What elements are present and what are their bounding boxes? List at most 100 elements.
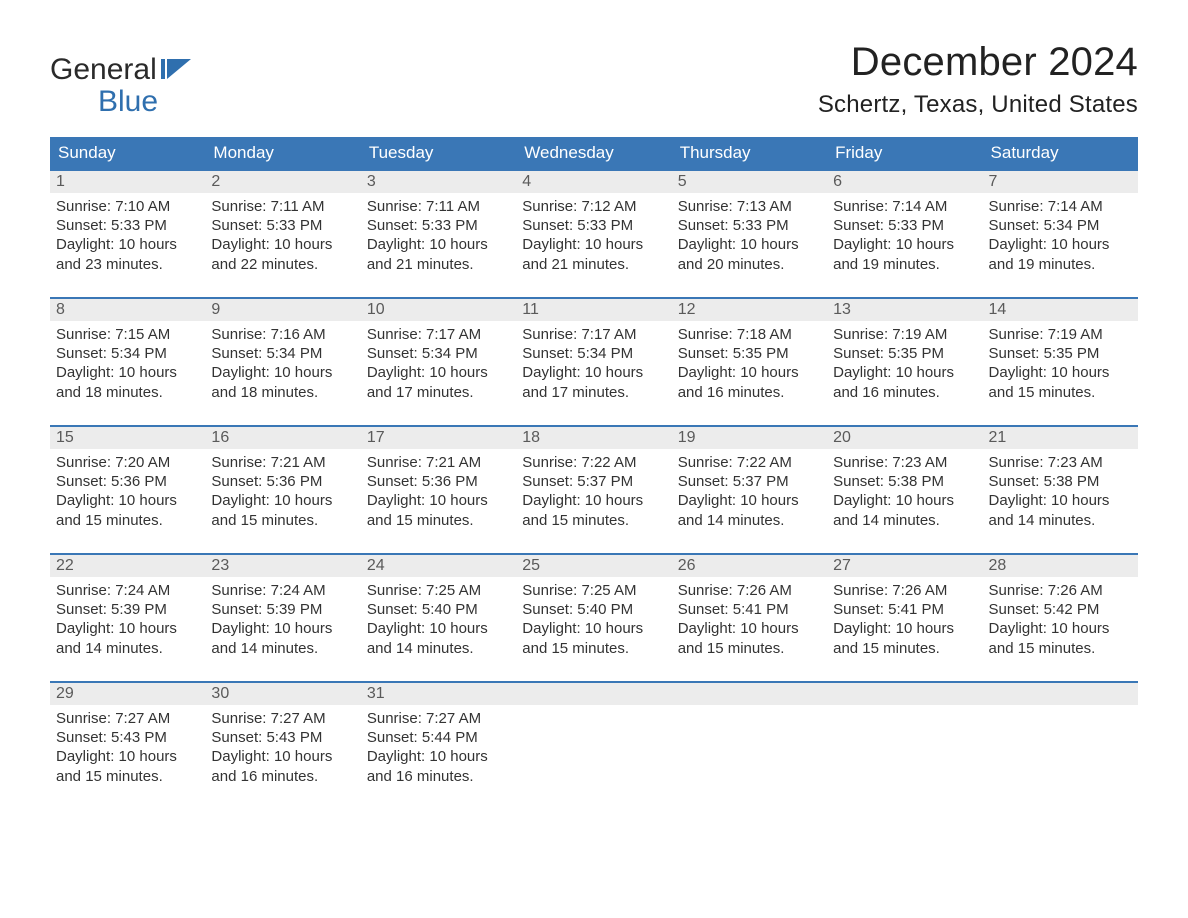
sunset-text: Sunset: 5:33 PM (678, 216, 821, 235)
sunset-text: Sunset: 5:39 PM (56, 600, 199, 619)
day-body: Sunrise: 7:23 AMSunset: 5:38 PMDaylight:… (983, 449, 1138, 536)
day-number: 25 (516, 555, 671, 577)
day-number: 28 (983, 555, 1138, 577)
calendar-day-cell: 6Sunrise: 7:14 AMSunset: 5:33 PMDaylight… (827, 169, 982, 297)
daylight-line2: and 22 minutes. (211, 255, 354, 274)
day-number: 11 (516, 299, 671, 321)
daylight-line2: and 14 minutes. (367, 639, 510, 658)
daylight-line2: and 14 minutes. (211, 639, 354, 658)
daylight-line2: and 18 minutes. (211, 383, 354, 402)
calendar-day-cell: 24Sunrise: 7:25 AMSunset: 5:40 PMDayligh… (361, 553, 516, 681)
daylight-line2: and 19 minutes. (989, 255, 1132, 274)
sunrise-text: Sunrise: 7:19 AM (989, 325, 1132, 344)
calendar-day-cell: 29Sunrise: 7:27 AMSunset: 5:43 PMDayligh… (50, 681, 205, 809)
col-wednesday: Wednesday (516, 137, 671, 169)
sunrise-text: Sunrise: 7:15 AM (56, 325, 199, 344)
day-body: Sunrise: 7:16 AMSunset: 5:34 PMDaylight:… (205, 321, 360, 408)
calendar-day-cell: 28Sunrise: 7:26 AMSunset: 5:42 PMDayligh… (983, 553, 1138, 681)
daylight-line1: Daylight: 10 hours (367, 619, 510, 638)
location-subtitle: Schertz, Texas, United States (818, 91, 1138, 119)
calendar-body: 1Sunrise: 7:10 AMSunset: 5:33 PMDaylight… (50, 169, 1138, 809)
sunrise-text: Sunrise: 7:25 AM (522, 581, 665, 600)
day-body: Sunrise: 7:25 AMSunset: 5:40 PMDaylight:… (361, 577, 516, 664)
daylight-line1: Daylight: 10 hours (367, 235, 510, 254)
sunset-text: Sunset: 5:34 PM (522, 344, 665, 363)
col-sunday: Sunday (50, 137, 205, 169)
day-body: Sunrise: 7:22 AMSunset: 5:37 PMDaylight:… (516, 449, 671, 536)
daylight-line1: Daylight: 10 hours (56, 491, 199, 510)
sunrise-text: Sunrise: 7:26 AM (678, 581, 821, 600)
sunrise-text: Sunrise: 7:21 AM (367, 453, 510, 472)
sunset-text: Sunset: 5:39 PM (211, 600, 354, 619)
day-body: Sunrise: 7:27 AMSunset: 5:43 PMDaylight:… (205, 705, 360, 792)
calendar-week-row: 29Sunrise: 7:27 AMSunset: 5:43 PMDayligh… (50, 681, 1138, 809)
day-number: 15 (50, 427, 205, 449)
calendar-day-cell: 2Sunrise: 7:11 AMSunset: 5:33 PMDaylight… (205, 169, 360, 297)
daylight-line1: Daylight: 10 hours (522, 491, 665, 510)
sunset-text: Sunset: 5:43 PM (56, 728, 199, 747)
sunrise-text: Sunrise: 7:18 AM (678, 325, 821, 344)
day-body: Sunrise: 7:27 AMSunset: 5:43 PMDaylight:… (50, 705, 205, 792)
daylight-line1: Daylight: 10 hours (678, 363, 821, 382)
sunset-text: Sunset: 5:33 PM (833, 216, 976, 235)
sunset-text: Sunset: 5:44 PM (367, 728, 510, 747)
sunrise-text: Sunrise: 7:27 AM (367, 709, 510, 728)
sunset-text: Sunset: 5:37 PM (522, 472, 665, 491)
calendar-day-cell (983, 681, 1138, 809)
sunrise-text: Sunrise: 7:26 AM (989, 581, 1132, 600)
day-body: Sunrise: 7:21 AMSunset: 5:36 PMDaylight:… (205, 449, 360, 536)
col-saturday: Saturday (983, 137, 1138, 169)
day-body: Sunrise: 7:17 AMSunset: 5:34 PMDaylight:… (361, 321, 516, 408)
sunrise-text: Sunrise: 7:14 AM (989, 197, 1132, 216)
daylight-line2: and 15 minutes. (56, 511, 199, 530)
calendar-day-cell: 15Sunrise: 7:20 AMSunset: 5:36 PMDayligh… (50, 425, 205, 553)
sunrise-text: Sunrise: 7:23 AM (833, 453, 976, 472)
daylight-line2: and 20 minutes. (678, 255, 821, 274)
day-number: 18 (516, 427, 671, 449)
sunrise-text: Sunrise: 7:11 AM (211, 197, 354, 216)
daylight-line1: Daylight: 10 hours (833, 491, 976, 510)
sunset-text: Sunset: 5:37 PM (678, 472, 821, 491)
calendar-day-cell: 21Sunrise: 7:23 AMSunset: 5:38 PMDayligh… (983, 425, 1138, 553)
calendar-day-cell: 11Sunrise: 7:17 AMSunset: 5:34 PMDayligh… (516, 297, 671, 425)
day-body: Sunrise: 7:18 AMSunset: 5:35 PMDaylight:… (672, 321, 827, 408)
daylight-line2: and 15 minutes. (522, 511, 665, 530)
daylight-line1: Daylight: 10 hours (56, 363, 199, 382)
daylight-line2: and 16 minutes. (833, 383, 976, 402)
sunset-text: Sunset: 5:35 PM (678, 344, 821, 363)
daylight-line2: and 15 minutes. (833, 639, 976, 658)
day-body: Sunrise: 7:24 AMSunset: 5:39 PMDaylight:… (50, 577, 205, 664)
daylight-line1: Daylight: 10 hours (211, 619, 354, 638)
daylight-line2: and 17 minutes. (522, 383, 665, 402)
day-number: 7 (983, 171, 1138, 193)
sunrise-text: Sunrise: 7:10 AM (56, 197, 199, 216)
calendar-day-cell: 7Sunrise: 7:14 AMSunset: 5:34 PMDaylight… (983, 169, 1138, 297)
day-body: Sunrise: 7:24 AMSunset: 5:39 PMDaylight:… (205, 577, 360, 664)
sunrise-text: Sunrise: 7:24 AM (56, 581, 199, 600)
calendar-day-cell: 26Sunrise: 7:26 AMSunset: 5:41 PMDayligh… (672, 553, 827, 681)
daylight-line2: and 14 minutes. (833, 511, 976, 530)
daylight-line2: and 16 minutes. (211, 767, 354, 786)
calendar-week-row: 8Sunrise: 7:15 AMSunset: 5:34 PMDaylight… (50, 297, 1138, 425)
daylight-line1: Daylight: 10 hours (678, 619, 821, 638)
daylight-line2: and 18 minutes. (56, 383, 199, 402)
sunset-text: Sunset: 5:41 PM (833, 600, 976, 619)
calendar-day-cell: 13Sunrise: 7:19 AMSunset: 5:35 PMDayligh… (827, 297, 982, 425)
sunset-text: Sunset: 5:36 PM (367, 472, 510, 491)
day-body: Sunrise: 7:27 AMSunset: 5:44 PMDaylight:… (361, 705, 516, 792)
calendar-day-cell: 1Sunrise: 7:10 AMSunset: 5:33 PMDaylight… (50, 169, 205, 297)
col-monday: Monday (205, 137, 360, 169)
daylight-line1: Daylight: 10 hours (833, 363, 976, 382)
day-number: 6 (827, 171, 982, 193)
day-number: 24 (361, 555, 516, 577)
daylight-line2: and 16 minutes. (367, 767, 510, 786)
day-body: Sunrise: 7:12 AMSunset: 5:33 PMDaylight:… (516, 193, 671, 280)
calendar-day-cell: 31Sunrise: 7:27 AMSunset: 5:44 PMDayligh… (361, 681, 516, 809)
daylight-line2: and 16 minutes. (678, 383, 821, 402)
daylight-line1: Daylight: 10 hours (522, 363, 665, 382)
daylight-line2: and 15 minutes. (367, 511, 510, 530)
sunrise-text: Sunrise: 7:22 AM (522, 453, 665, 472)
sunrise-text: Sunrise: 7:27 AM (56, 709, 199, 728)
daylight-line2: and 15 minutes. (989, 639, 1132, 658)
day-number: 26 (672, 555, 827, 577)
